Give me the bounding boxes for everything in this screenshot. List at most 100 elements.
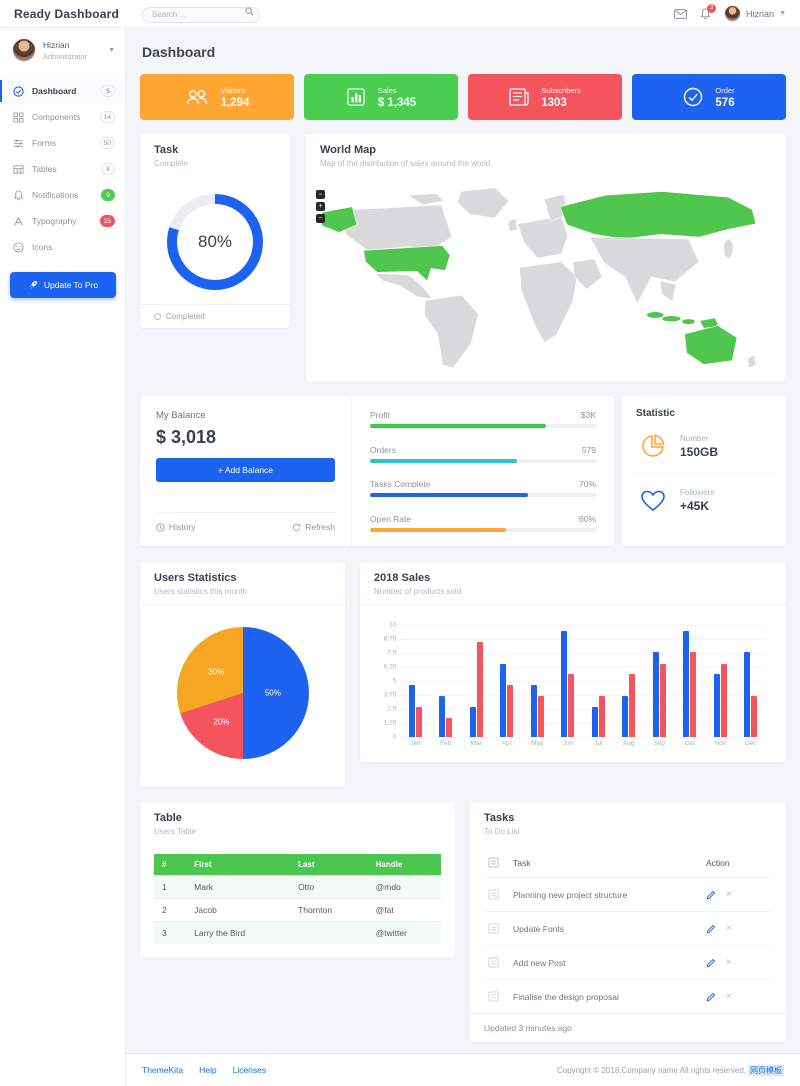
delete-task-button[interactable]: × xyxy=(726,957,732,968)
balance-amount: $ 3,018 xyxy=(156,427,217,447)
stat-card-visitors[interactable]: Visitors 1,294 xyxy=(140,74,294,120)
progress-list: Profit $3K Orders 579 Tasks Complete 70% Op… xyxy=(352,396,614,546)
sidebar-item-typography[interactable]: Typography 25 xyxy=(0,208,125,234)
bar-series-red xyxy=(568,674,575,737)
x-axis-label: Jan xyxy=(410,740,421,748)
bar-group-sep: Sep xyxy=(652,625,666,747)
users-table-header: # First Last Handle xyxy=(154,854,441,876)
table-row[interactable]: 2 Jacob Thornton @fat xyxy=(154,898,441,922)
table-row[interactable]: 1 Mark Otto @mdo xyxy=(154,875,441,899)
stat-card-subscribers[interactable]: Subscribers 1303 xyxy=(468,74,622,120)
sidebar-user-role: Administrator xyxy=(43,51,88,61)
task-checkbox[interactable] xyxy=(488,923,499,934)
gridline xyxy=(400,639,766,640)
task-checkbox[interactable] xyxy=(488,889,499,900)
bar-series-red xyxy=(415,706,422,737)
stat-card-sales[interactable]: Sales $ 1,345 xyxy=(304,74,458,120)
delete-task-button[interactable]: × xyxy=(726,923,732,934)
users-statistics-title: Users Statistics xyxy=(154,572,237,584)
refresh-button[interactable]: Refresh xyxy=(292,522,335,532)
x-axis-label: Feb xyxy=(440,740,452,748)
bar-series-blue xyxy=(469,706,476,737)
newspaper-icon xyxy=(509,88,529,106)
watermark-link[interactable]: 网页模板 xyxy=(748,1064,784,1076)
sidebar-item-components[interactable]: Components 14 xyxy=(0,104,125,130)
brand-logo[interactable]: Ready Dashboard xyxy=(14,6,120,21)
map-card-title: World Map xyxy=(320,144,377,156)
user-menu[interactable]: Hizrian ▼ xyxy=(724,5,786,22)
edit-task-button[interactable] xyxy=(706,890,716,900)
messages-icon[interactable] xyxy=(674,8,687,19)
bar-series-blue xyxy=(713,674,720,737)
sidebar: Hizrian Administrator ▼ Dashboard 5 Comp… xyxy=(0,28,126,1086)
update-to-pro-button[interactable]: Update To Pro xyxy=(10,272,116,298)
bar-series-blue xyxy=(408,685,415,737)
edit-task-button[interactable] xyxy=(706,958,716,968)
bar-series-red xyxy=(720,664,727,737)
sidebar-item-tables[interactable]: Tables 8 xyxy=(0,156,125,182)
tasks-card-title: Tasks xyxy=(484,812,515,824)
gridline xyxy=(400,737,766,738)
progress-profit: Profit $3K xyxy=(370,410,596,428)
progress-open-rate: Open Rate 60% xyxy=(370,514,596,532)
world-map[interactable] xyxy=(314,182,778,372)
task-checkbox[interactable] xyxy=(488,991,499,1002)
history-button[interactable]: History xyxy=(156,522,195,532)
map-fit-button[interactable]: ▫ xyxy=(316,190,325,199)
topbar-actions: 3 Hizrian ▼ xyxy=(674,3,800,22)
bar-group-mar: Mar xyxy=(469,625,483,747)
add-balance-button[interactable]: + Add Balance xyxy=(156,458,335,482)
bar-group-jul: Jul xyxy=(591,625,605,747)
search-icon[interactable] xyxy=(245,7,254,16)
x-axis-label: Apr xyxy=(501,740,512,748)
task-checkbox[interactable] xyxy=(488,957,499,968)
sidebar-user[interactable]: Hizrian Administrator ▼ xyxy=(0,28,125,74)
sidebar-item-dashboard[interactable]: Dashboard 5 xyxy=(0,78,125,104)
gridline xyxy=(400,667,766,668)
sidebar-item-icons[interactable]: Icons xyxy=(0,234,125,260)
tasks-table: Task Action Planning new project structu… xyxy=(484,848,772,1013)
close-icon: × xyxy=(726,888,732,900)
x-axis-label: Dec xyxy=(744,740,757,748)
task-legend: Completed xyxy=(140,304,290,328)
heart-icon xyxy=(641,490,665,511)
close-icon: × xyxy=(726,990,732,1002)
notifications-bell-icon[interactable]: 3 xyxy=(700,3,717,20)
tables-icon xyxy=(12,164,24,175)
user-name: Hizrian xyxy=(746,8,775,19)
menu-badge: 25 xyxy=(99,215,115,227)
tasks-table-header: Task Action xyxy=(484,848,772,878)
y-axis-tick: 8.75 xyxy=(383,635,397,643)
pie-slice-label: 30% xyxy=(208,667,225,677)
map-zoom-in-button[interactable]: + xyxy=(316,202,325,211)
balance-card: My Balance $ 3,018 + Add Balance History… xyxy=(140,396,614,546)
bar-series-blue xyxy=(744,651,751,737)
search-input[interactable] xyxy=(142,6,260,23)
table-row[interactable]: 3 Larry the Bird @twitter xyxy=(154,921,441,944)
main-content: Dashboard Visitors 1,294 Sales $ 1,345 xyxy=(126,28,800,1053)
bar-series-blue xyxy=(561,630,568,737)
footer-link-licenses[interactable]: Licenses xyxy=(232,1065,267,1075)
y-axis-tick: 5 xyxy=(392,677,397,685)
sales-card: 2018 Sales Number of products sold 0 1.25… xyxy=(360,562,786,762)
x-axis-label: Sep xyxy=(653,740,666,748)
users-table: # First Last Handle 1 Mark Otto @mdo xyxy=(154,854,441,944)
copyright-text: Copyright © 2018,Company name All rights… xyxy=(556,1064,784,1076)
bar-chart-icon xyxy=(347,88,365,106)
gridline xyxy=(400,681,766,682)
user-avatar xyxy=(724,5,742,22)
footer-link-help[interactable]: Help xyxy=(199,1065,217,1075)
sidebar-item-notifications[interactable]: Notifications 9 xyxy=(0,182,125,208)
sidebar-item-forms[interactable]: Forms 50 xyxy=(0,130,125,156)
footer-link-themekita[interactable]: ThemeKita xyxy=(142,1065,184,1075)
task-card-subtitle: Complete xyxy=(154,159,189,168)
map-zoom-out-button[interactable]: − xyxy=(316,214,325,223)
delete-task-button[interactable]: × xyxy=(726,888,732,900)
icons-icon xyxy=(12,241,24,253)
edit-task-button[interactable] xyxy=(706,992,716,1002)
bar-series-red xyxy=(629,674,636,737)
top-header: Ready Dashboard 3 Hizrian ▼ xyxy=(0,0,800,28)
stat-card-order[interactable]: Order 576 xyxy=(632,74,786,120)
delete-task-button[interactable]: × xyxy=(726,990,732,1002)
edit-task-button[interactable] xyxy=(706,924,716,934)
